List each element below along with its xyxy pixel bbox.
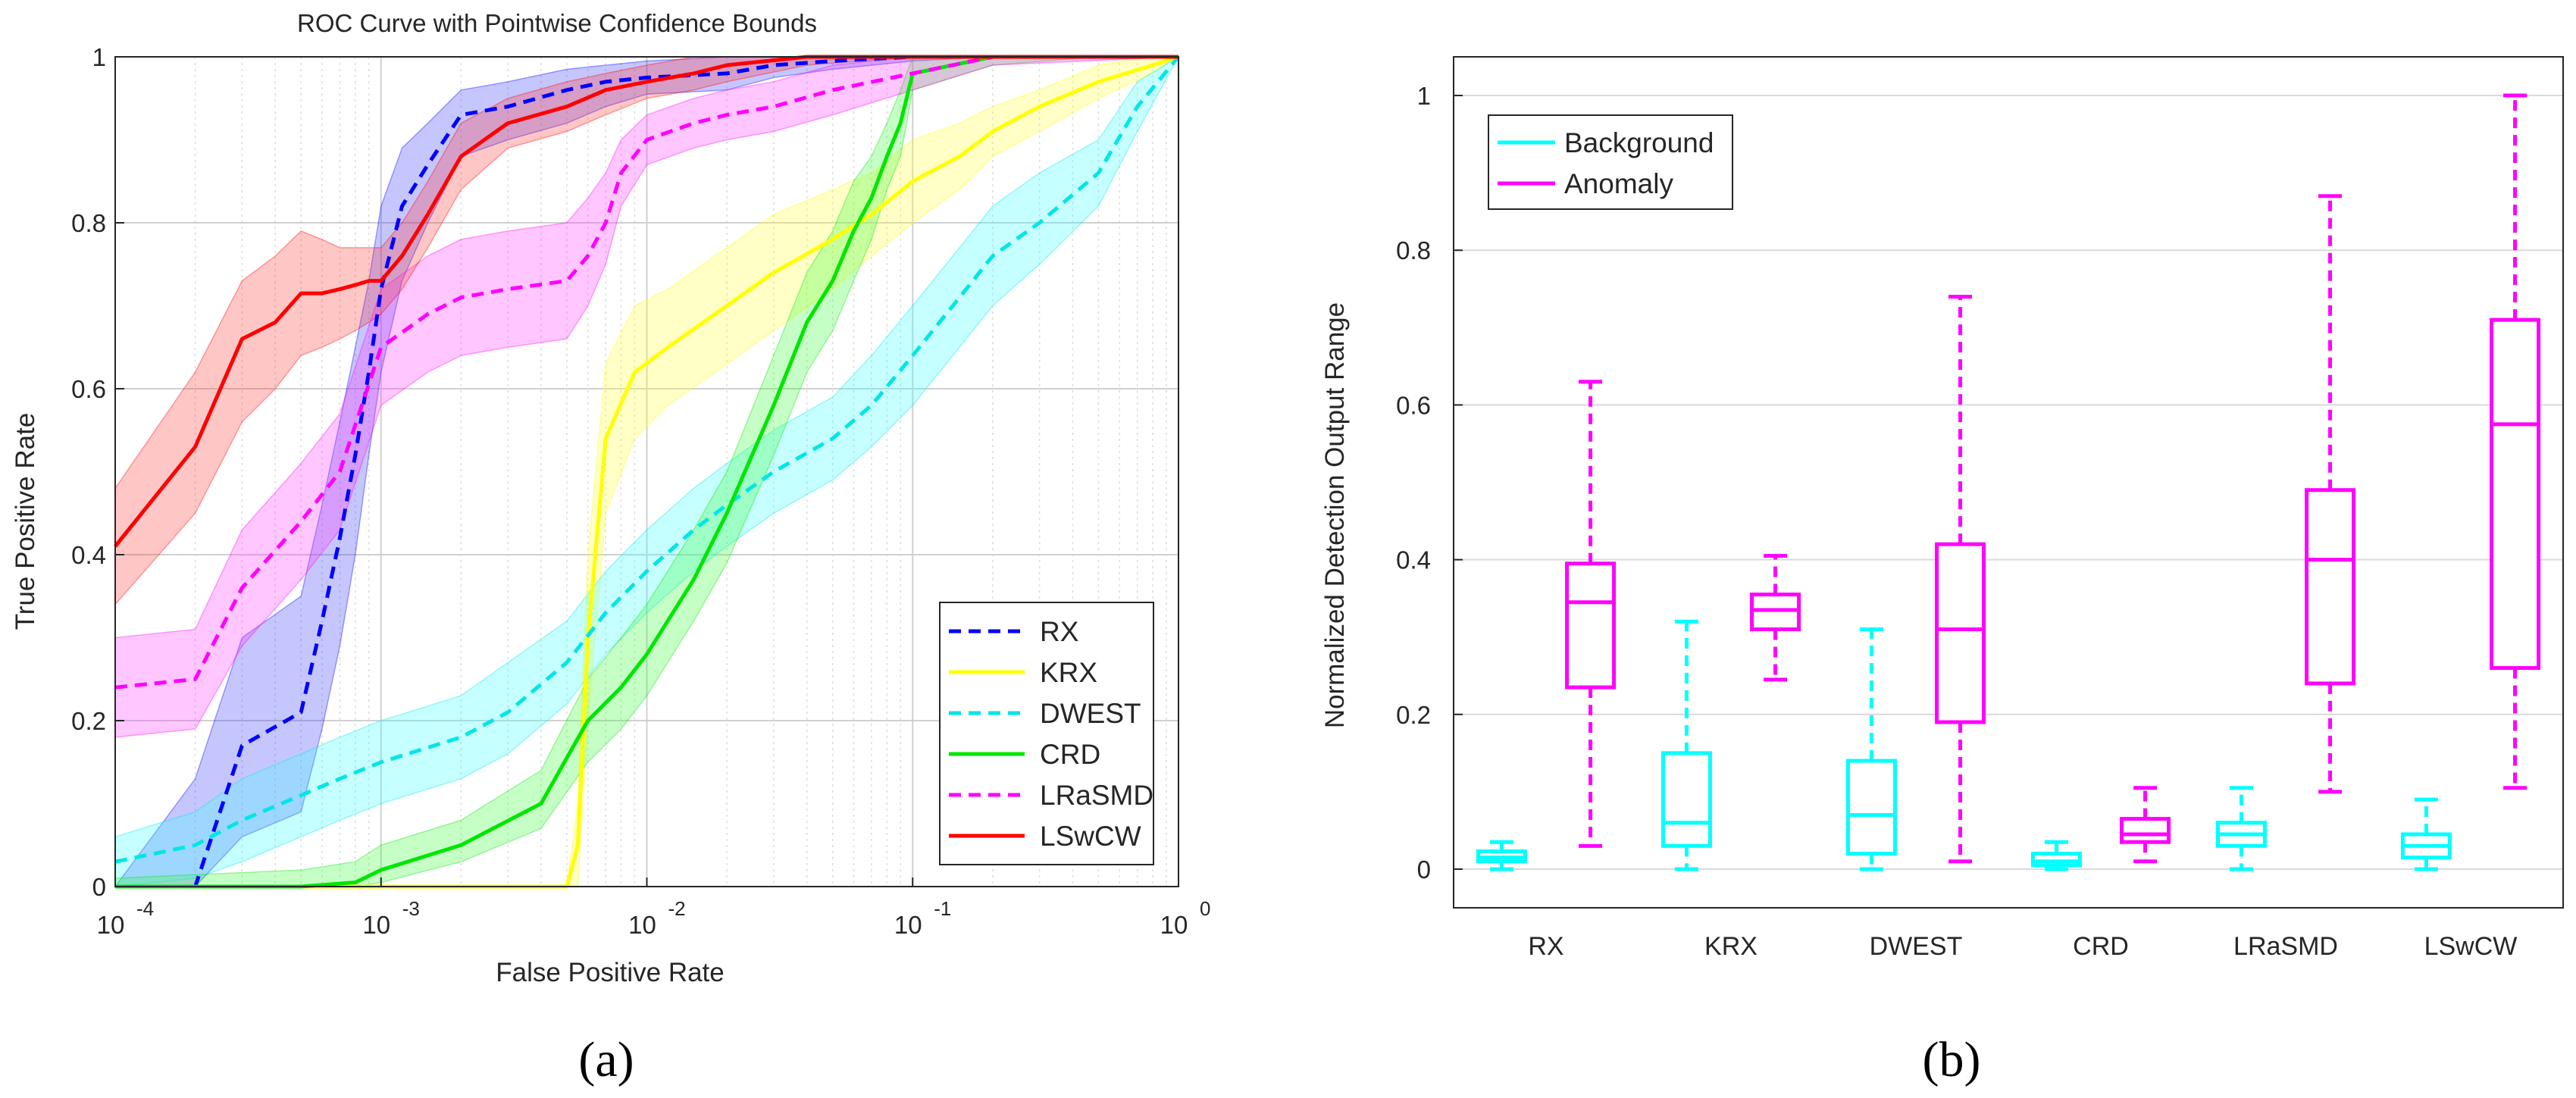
roc-x-tick-label: 10 [362, 911, 390, 939]
roc-x-tick-exponent: -3 [402, 897, 420, 920]
roc-curves [114, 55, 1180, 889]
roc-line-rx [115, 55, 1178, 889]
boxplot-anomaly-krx-box [1750, 593, 1801, 631]
roc-y-tick-label: 0.8 [71, 209, 106, 237]
boxplot-frame [1453, 56, 2564, 909]
boxplot-boxes [1476, 93, 2541, 871]
boxplot-anomaly-dwest-box [1935, 542, 1986, 724]
boxplot-y-axis-label: Normalized Detection Output Range [1320, 302, 1350, 728]
roc-x-ticks: 10 -4 10 -3 10 -2 10 -1 10 0 [97, 877, 1210, 939]
roc-line-lswcw [114, 55, 1178, 548]
boxplot-y-tick-label: 0.8 [1396, 236, 1431, 264]
boxplot-y-tick-label: 0.2 [1396, 701, 1431, 729]
boxplot-y-ticks: 0 0.2 0.4 0.6 0.8 1 [1396, 82, 1463, 884]
roc-line-crd [115, 55, 1178, 889]
roc-y-tick-label: 0.6 [71, 375, 106, 403]
boxplot-x-tick-label: DWEST [1870, 932, 1963, 961]
boxplot-legend-box [1488, 114, 1733, 210]
roc-x-tick-exponent: -2 [668, 897, 686, 920]
roc-legend-label-dwest: DWEST [1040, 698, 1141, 729]
boxplot-anomaly-rx-box [1565, 562, 1617, 690]
roc-line-dwest [114, 55, 1180, 864]
boxplot-chart: 00.20.40.60.81 RX KRX DWEST CRD LRaSMD LSwCW … [1320, 56, 2564, 1087]
roc-y-tick-label: 0.4 [71, 541, 106, 569]
roc-legend: RX KRX DWEST CRD LRaSMD LSwCW [939, 602, 1154, 865]
boxplot-y-tick-label: 0 [1417, 856, 1431, 884]
boxplot-anomaly-lrasmd-box [2305, 488, 2356, 686]
roc-chart-title: ROC Curve with Pointwise Confidence Boun… [297, 9, 817, 37]
boxplot-legend-label-anomaly: Anomaly [1564, 168, 1673, 199]
boxplot-legend-label-background: Background [1564, 127, 1714, 158]
panel-a-label: (a) [578, 1032, 634, 1087]
boxplot-y-tick-label: 1 [1417, 82, 1431, 110]
boxplot-background-krx-box [1660, 751, 1712, 848]
roc-line-lrasmd [114, 55, 1178, 690]
roc-y-axis-label: True Positive Rate [11, 413, 40, 630]
roc-x-tick-label: 10 [628, 911, 656, 939]
roc-band-lrasmd [114, 56, 1179, 738]
roc-chart: ROC Curve with Pointwise Confidence Boun… [11, 9, 1210, 1087]
boxplot-grid [1454, 95, 2563, 870]
panel-b-label: (b) [1923, 1032, 1981, 1087]
boxplot-x-ticks: RX KRX DWEST CRD LRaSMD LSwCW [1528, 932, 2517, 961]
roc-x-tick-label: 10 [1160, 911, 1188, 939]
roc-legend-label-crd: CRD [1040, 739, 1100, 770]
roc-x-axis-label: False Positive Rate [496, 958, 725, 987]
boxplot-x-tick-label: CRD [2073, 932, 2129, 961]
roc-legend-label-lrasmd: LRaSMD [1040, 780, 1153, 811]
roc-legend-label-rx: RX [1040, 616, 1078, 647]
boxplot-anomaly-lswcw-box [2490, 318, 2541, 671]
roc-x-tick-exponent: -1 [934, 897, 951, 920]
boxplot-y-tick-label: 0.4 [1396, 546, 1431, 574]
boxplot-x-tick-label: RX [1528, 932, 1563, 961]
roc-y-ticks: 0 0.2 0.4 0.6 0.8 1 [71, 43, 124, 901]
boxplot-background-crd-box [2030, 852, 2082, 868]
roc-y-tick-label: 0 [92, 873, 106, 901]
roc-y-tick-label: 0.2 [71, 707, 106, 735]
roc-x-tick-exponent: 0 [1200, 897, 1210, 920]
roc-x-tick-label: 10 [97, 911, 125, 939]
boxplot-background-dwest-box [1845, 759, 1897, 856]
boxplot-x-tick-label: KRX [1704, 932, 1758, 961]
boxplot-legend: Background Anomaly [1488, 114, 1733, 210]
roc-y-tick-label: 1 [92, 43, 106, 71]
boxplot-anomaly-crd-box [2120, 817, 2171, 844]
roc-legend-box [939, 602, 1154, 865]
roc-legend-label-krx: KRX [1040, 657, 1097, 688]
boxplot-x-tick-label: LRaSMD [2233, 932, 2338, 961]
roc-legend-label-lswcw: LSwCW [1040, 821, 1141, 852]
roc-x-tick-label: 10 [894, 911, 922, 939]
roc-line-krx [115, 55, 1179, 889]
roc-x-tick-exponent: -4 [136, 897, 154, 920]
boxplot-y-tick-label: 0.6 [1396, 391, 1431, 419]
boxplot-x-tick-label: LSwCW [2424, 932, 2518, 961]
